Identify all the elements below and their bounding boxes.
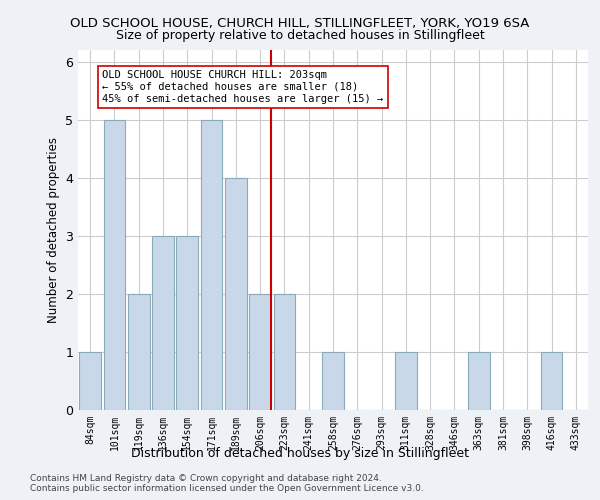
Text: Contains public sector information licensed under the Open Government Licence v3: Contains public sector information licen…	[30, 484, 424, 493]
Bar	[225, 178, 247, 410]
Bar	[541, 352, 562, 410]
Bar	[249, 294, 271, 410]
Bar	[104, 120, 125, 410]
Bar	[128, 294, 149, 410]
Bar	[274, 294, 295, 410]
Bar	[468, 352, 490, 410]
Text: Distribution of detached houses by size in Stillingfleet: Distribution of detached houses by size …	[131, 448, 469, 460]
Y-axis label: Number of detached properties: Number of detached properties	[47, 137, 59, 323]
Text: OLD SCHOOL HOUSE CHURCH HILL: 203sqm
← 55% of detached houses are smaller (18)
4: OLD SCHOOL HOUSE CHURCH HILL: 203sqm ← 5…	[102, 70, 383, 104]
Text: Contains HM Land Registry data © Crown copyright and database right 2024.: Contains HM Land Registry data © Crown c…	[30, 474, 382, 483]
Bar	[176, 236, 198, 410]
Bar	[200, 120, 223, 410]
Bar	[395, 352, 417, 410]
Bar	[322, 352, 344, 410]
Bar	[79, 352, 101, 410]
Bar	[152, 236, 174, 410]
Text: OLD SCHOOL HOUSE, CHURCH HILL, STILLINGFLEET, YORK, YO19 6SA: OLD SCHOOL HOUSE, CHURCH HILL, STILLINGF…	[70, 18, 530, 30]
Text: Size of property relative to detached houses in Stillingfleet: Size of property relative to detached ho…	[116, 29, 484, 42]
